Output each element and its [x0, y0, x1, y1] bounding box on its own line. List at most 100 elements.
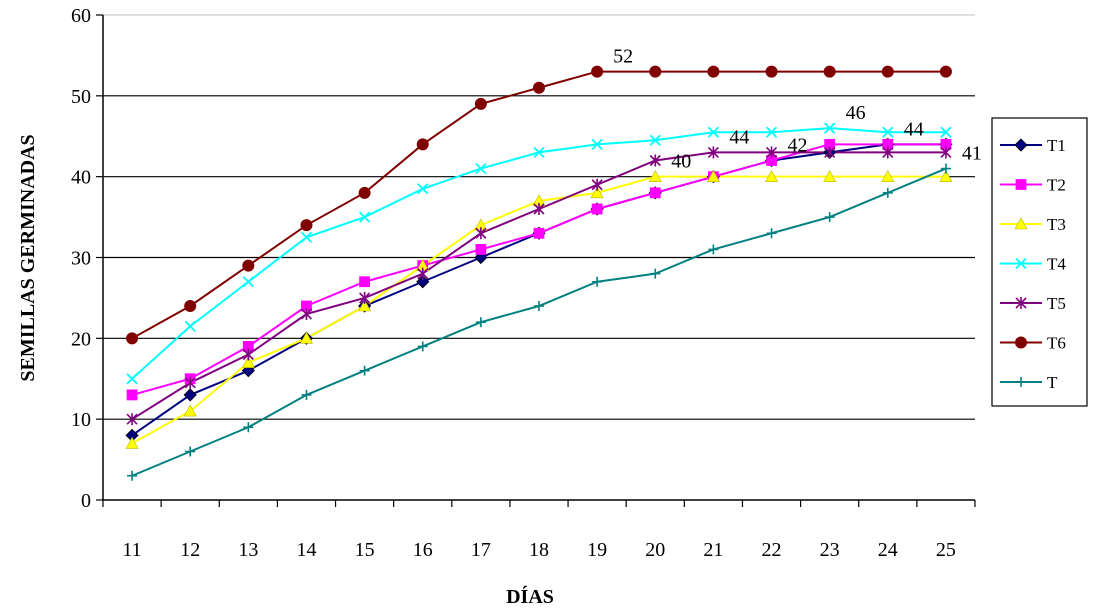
marker-t5 [359, 291, 371, 304]
legend-item-t1: T1 [1000, 136, 1066, 155]
data-labels: 52 40 44 42 46 44 41 [613, 46, 982, 173]
marker-t1 [183, 388, 197, 402]
y-tick-label: 10 [71, 409, 91, 431]
marker-t4 [882, 126, 894, 138]
marker-t [650, 268, 661, 279]
marker-t [417, 341, 428, 352]
x-tick-label: 18 [529, 539, 549, 561]
marker-t5 [533, 203, 545, 215]
marker-t2 [649, 187, 661, 199]
legend-label: T [1047, 373, 1058, 392]
legend-label: T4 [1047, 255, 1066, 274]
tick-labels: 0 10 20 30 40 50 60 11 12 13 14 15 16 17 18 19 20 21 22 23 2… [71, 5, 976, 561]
marker-t5 [300, 308, 313, 321]
y-tick-label: 30 [71, 248, 91, 270]
x-tick-label: 22 [762, 539, 782, 561]
legend-marker-t4 [1015, 257, 1027, 270]
marker-t5 [940, 146, 952, 159]
x-tick-label: 16 [413, 539, 433, 561]
marker-t5 [417, 267, 429, 280]
marker-t3 [881, 170, 895, 182]
series-markers [125, 65, 953, 481]
marker-t4 [533, 146, 545, 159]
data-label: 40 [671, 151, 691, 173]
marker-t4 [300, 231, 313, 243]
marker-t [708, 244, 719, 255]
marker-t3 [590, 186, 604, 199]
marker-t4 [707, 126, 720, 138]
marker-t [940, 163, 951, 174]
x-tick-label: 11 [122, 539, 141, 561]
marker-t6 [358, 186, 371, 199]
data-label: 46 [846, 102, 866, 124]
marker-t3 [939, 170, 953, 182]
marker-t4 [358, 211, 371, 223]
marker-t6 [184, 300, 197, 312]
marker-t2 [359, 276, 371, 288]
marker-t4 [649, 134, 661, 146]
x-tick-label: 24 [878, 539, 898, 561]
marker-t6 [474, 97, 487, 110]
marker-t4 [184, 320, 196, 332]
x-tick-label: 17 [471, 539, 491, 561]
legend-label: T5 [1047, 294, 1066, 313]
legend-marker-t2 [1015, 179, 1027, 190]
marker-t4 [475, 162, 487, 175]
marker-t6 [416, 138, 429, 151]
legend-item-t6: T6 [1000, 334, 1066, 353]
marker-t [475, 317, 486, 328]
marker-t3 [648, 170, 662, 182]
marker-t5 [824, 146, 836, 159]
marker-t [359, 365, 370, 376]
legend-item-t2: T2 [1000, 176, 1066, 195]
marker-t5 [649, 154, 661, 167]
marker-t4 [591, 138, 603, 150]
y-tick-label: 0 [81, 490, 91, 512]
marker-t6 [126, 332, 139, 345]
x-tick-label: 25 [936, 539, 956, 561]
x-tick-label: 20 [645, 539, 665, 561]
marker-t6 [707, 65, 720, 78]
gridlines [103, 14, 975, 420]
y-tick-label: 20 [71, 328, 91, 350]
legend-item-t: T [1000, 373, 1058, 392]
data-label: 52 [613, 46, 633, 68]
marker-t3 [241, 355, 255, 368]
legend-items: T1 T2 T3 T4 T5 T6 T [1000, 136, 1066, 392]
marker-t5 [882, 146, 894, 159]
x-tick-label: 23 [820, 539, 840, 561]
marker-t6 [300, 219, 313, 232]
marker-t3 [299, 331, 313, 344]
marker-t [824, 212, 835, 223]
marker-t5 [475, 227, 487, 240]
marker-t2 [475, 244, 487, 255]
legend-item-t5: T5 [1000, 294, 1066, 313]
data-label: 41 [962, 143, 982, 165]
legend-label: T6 [1047, 334, 1066, 353]
marker-t [243, 422, 254, 433]
x-tick-label: 15 [355, 539, 375, 561]
marker-t6 [649, 65, 662, 78]
marker-t6 [242, 259, 255, 272]
data-label: 44 [904, 118, 924, 140]
marker-t5 [242, 348, 254, 361]
legend-marker-t5 [1015, 297, 1027, 309]
legend-item-t4: T4 [1000, 255, 1066, 274]
legend-marker-t3 [1014, 217, 1028, 230]
marker-t4 [940, 126, 952, 138]
marker-t [534, 301, 544, 311]
marker-t2 [126, 389, 138, 401]
marker-t [592, 276, 603, 287]
marker-t6 [939, 65, 952, 78]
y-tick-label: 50 [71, 86, 91, 108]
marker-t [127, 470, 138, 481]
marker-t6 [881, 65, 894, 78]
marker-t3 [706, 170, 720, 182]
data-label: 42 [788, 135, 808, 157]
marker-t3 [358, 299, 372, 312]
legend: T1 T2 T3 T4 T5 T6 T [991, 117, 1088, 407]
marker-t4 [126, 373, 138, 385]
marker-t6 [823, 65, 836, 78]
x-tick-label: 14 [296, 539, 316, 561]
x-axis-title: DÍAS [506, 585, 554, 608]
